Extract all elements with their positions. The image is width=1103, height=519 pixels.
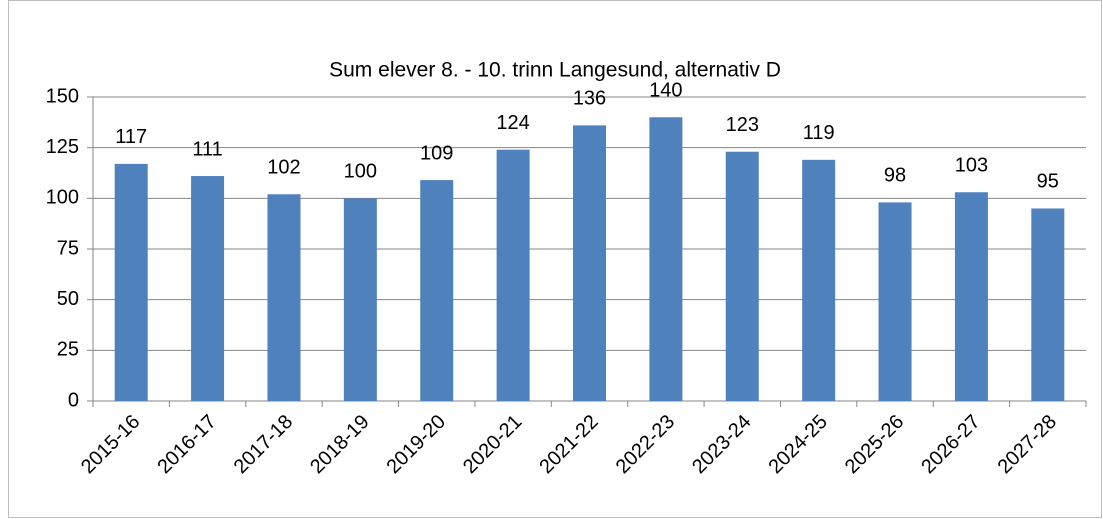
bar bbox=[954, 192, 988, 401]
data-label: 136 bbox=[573, 88, 606, 110]
data-label: 119 bbox=[803, 122, 835, 144]
bar bbox=[420, 180, 454, 401]
bar bbox=[1031, 208, 1065, 401]
chart-title: Sum elever 8. - 10. trinn Langesund, alt… bbox=[329, 59, 781, 82]
data-label: 103 bbox=[955, 155, 988, 177]
bar bbox=[649, 117, 683, 402]
bar bbox=[114, 163, 148, 401]
y-tick-label: 100 bbox=[46, 187, 79, 209]
y-tick-label: 25 bbox=[57, 339, 79, 361]
data-label: 111 bbox=[192, 138, 222, 160]
data-label: 95 bbox=[1037, 171, 1059, 193]
data-label: 102 bbox=[267, 157, 300, 179]
y-tick-label: 150 bbox=[46, 85, 79, 107]
data-label: 98 bbox=[884, 165, 906, 187]
data-label: 117 bbox=[115, 126, 147, 148]
y-tick-label: 125 bbox=[46, 136, 79, 158]
y-tick-label: 0 bbox=[68, 389, 79, 411]
data-label: 140 bbox=[649, 80, 682, 102]
bar bbox=[878, 202, 912, 401]
chart-border bbox=[8, 0, 1102, 518]
bar bbox=[267, 194, 301, 401]
data-label: 109 bbox=[420, 142, 453, 164]
bar bbox=[343, 198, 377, 401]
y-tick-label: 75 bbox=[57, 237, 79, 259]
bar bbox=[725, 151, 759, 401]
bar bbox=[496, 149, 530, 401]
y-tick-label: 50 bbox=[57, 288, 79, 310]
data-label: 123 bbox=[726, 114, 759, 136]
bar bbox=[802, 159, 836, 401]
data-label: 100 bbox=[344, 161, 377, 183]
bar bbox=[191, 176, 225, 401]
data-label: 124 bbox=[496, 112, 529, 134]
bar bbox=[573, 125, 606, 401]
